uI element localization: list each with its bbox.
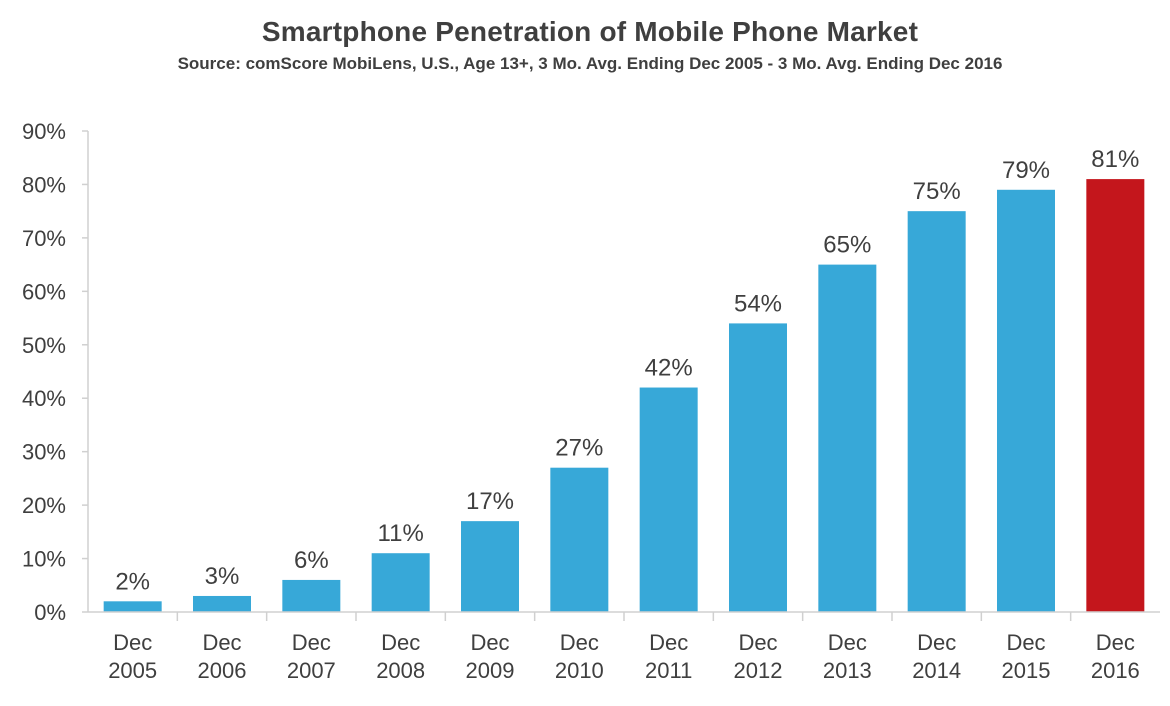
y-tick-label: 30% [22,440,66,465]
y-tick-label: 10% [22,547,66,572]
y-tick-label: 40% [22,386,66,411]
x-tick-label-year: 2005 [108,658,157,683]
bar [639,387,698,612]
data-label: 79% [1002,157,1050,184]
y-tick-label: 70% [22,226,66,251]
x-tick-label-month: Dec [560,630,599,655]
bar [282,579,341,612]
y-tick-label: 90% [22,119,66,144]
x-tick-label-year: 2014 [912,658,961,683]
x-tick-label-month: Dec [292,630,331,655]
y-tick-label: 20% [22,493,66,518]
x-tick-label-month: Dec [113,630,152,655]
x-tick-label-month: Dec [738,630,777,655]
x-tick-label-month: Dec [649,630,688,655]
y-tick-label: 50% [22,333,66,358]
data-label: 3% [205,563,240,590]
x-tick-label-year: 2015 [1002,658,1051,683]
chart-title: Smartphone Penetration of Mobile Phone M… [261,16,919,47]
bar [729,323,787,612]
data-label: 27% [555,435,603,462]
data-label: 42% [645,355,693,382]
data-labels: 2% 3% 6% 11% 17% 27% 42% 54% 65% 75% 79% 81% [115,146,1139,595]
x-tick-label-year: 2010 [555,658,604,683]
x-tick-label-year: 2009 [466,658,515,683]
chart-subtitle: Source: comScore MobiLens, U.S., Age 13+… [177,54,1003,73]
x-tick-label-month: Dec [202,630,241,655]
x-tick-label-month: Dec [917,630,956,655]
x-tick-label-year: 2016 [1091,658,1140,683]
data-label: 75% [913,178,961,205]
data-label: 2% [115,568,150,595]
x-tick-label-month: Dec [470,630,509,655]
x-axis: Dec 2005 Dec 2006 Dec 2007 Dec 2008 Dec 2009 Dec 20… [88,611,1160,683]
x-tick-label-month: Dec [381,630,420,655]
y-tick-label: 60% [22,279,66,304]
x-tick-label-year: 2013 [823,658,872,683]
data-label: 54% [734,290,782,317]
x-tick-label-year: 2008 [376,658,425,683]
x-tick-label-year: 2006 [198,658,247,683]
bar [550,467,609,612]
bar [907,211,966,612]
bars [103,179,1145,613]
data-label: 17% [466,488,514,515]
x-tick-label-year: 2012 [734,658,783,683]
x-tick-label-month: Dec [828,630,867,655]
bar [1086,179,1145,612]
y-axis: 0% 10% 20% 30% 40% 50% 60% 70% 80% 90% [22,119,89,625]
y-tick-label: 0% [34,600,66,625]
x-tick-label-year: 2007 [287,658,336,683]
x-tick-label-year: 2011 [645,658,692,683]
bar [461,521,519,612]
data-label: 81% [1091,146,1139,173]
bar [193,595,251,612]
bar [371,553,430,612]
bar [818,264,877,612]
x-tick-label-month: Dec [1096,630,1135,655]
y-tick-label: 80% [22,172,66,197]
data-label: 11% [378,520,424,547]
data-label: 6% [294,547,329,574]
bar [103,601,162,612]
x-tick-label-month: Dec [1006,630,1045,655]
data-label: 65% [823,232,871,259]
bar [997,189,1055,613]
